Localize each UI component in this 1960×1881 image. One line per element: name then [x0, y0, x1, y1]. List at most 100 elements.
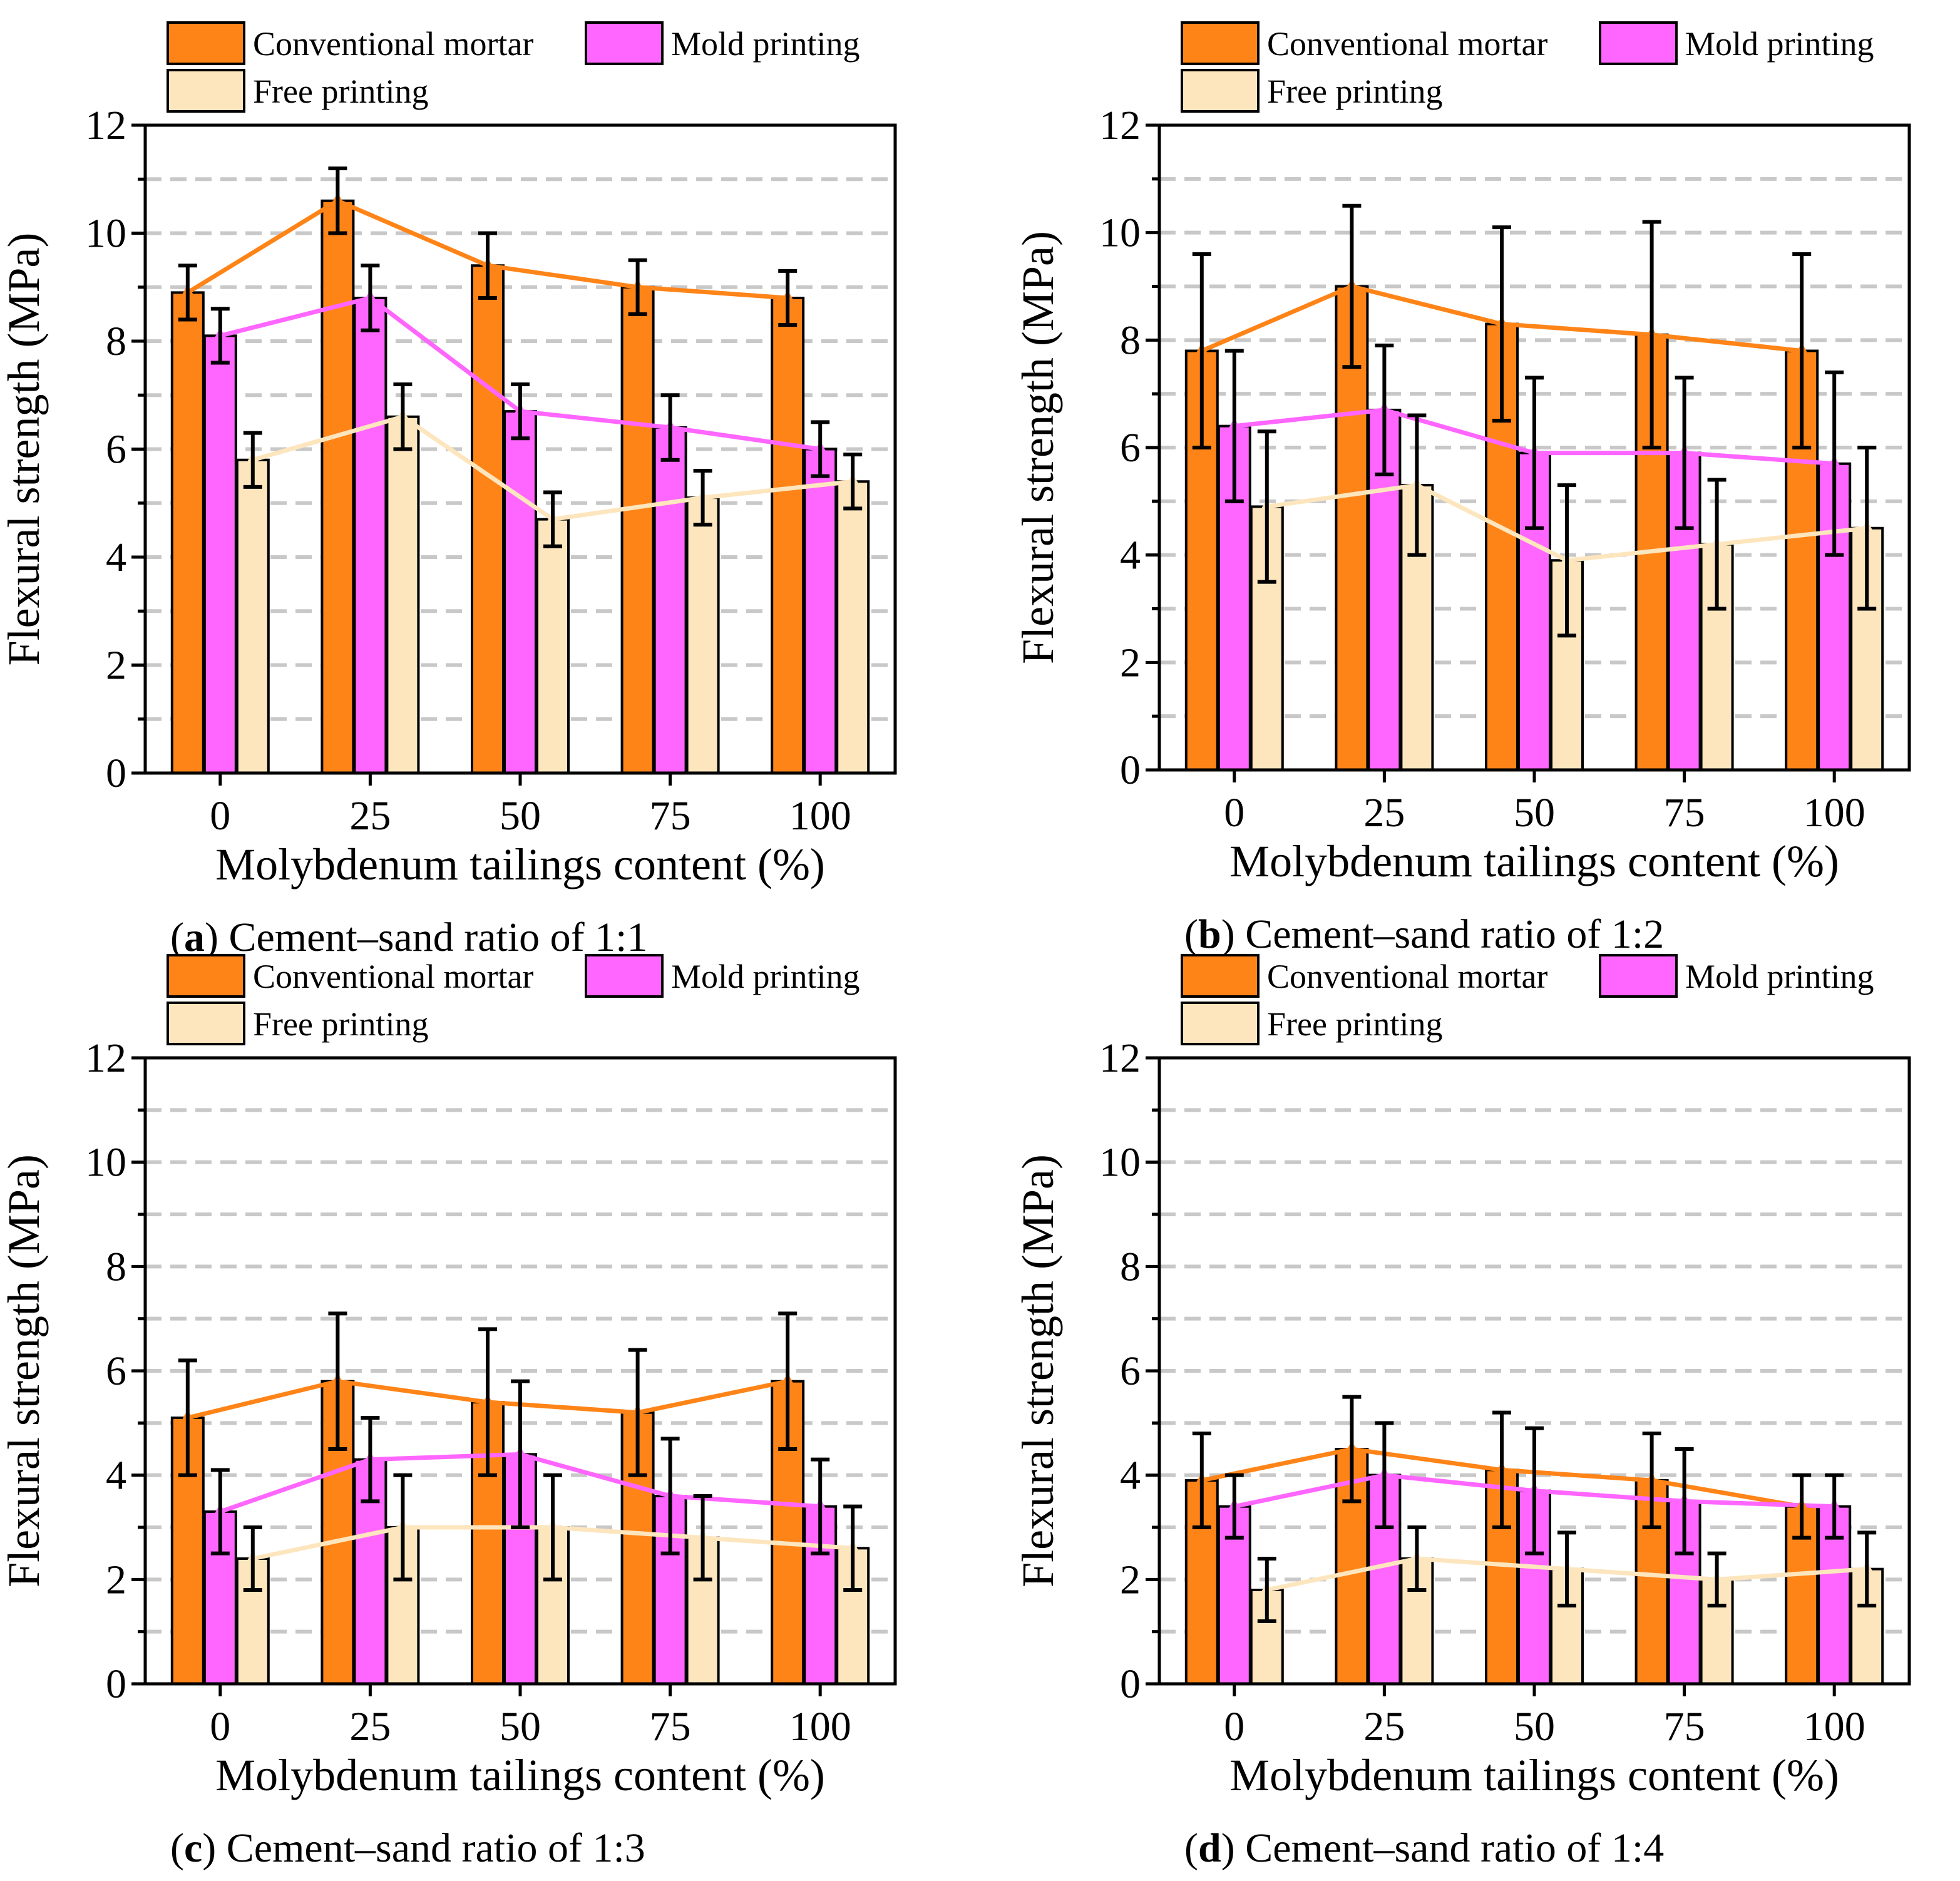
error-bar-free-printing-25	[393, 382, 413, 451]
bar-mold-printing-0	[203, 334, 237, 774]
y-tick-label: 6	[106, 1348, 126, 1394]
y-axis: 0 2 4 6 8 10 12 Flexural strength (MPa)	[0, 1035, 145, 1707]
x-tick-label: 0	[1224, 790, 1244, 836]
x-tick-label: 100	[789, 793, 851, 839]
error-bar-free-printing-0	[1257, 1557, 1276, 1623]
y-tick-label: 4	[106, 535, 126, 580]
panel-caption: (d) Cement–sand ratio of 1:4	[1184, 1825, 1664, 1871]
error-bar-free-printing-25	[393, 1473, 413, 1582]
y-tick-label: 4	[1120, 1453, 1141, 1499]
x-tick-label: 50	[1514, 1704, 1555, 1750]
x-axis-title: Molybdenum tailings content (%)	[1229, 1750, 1839, 1800]
panel-caption: (c) Cement–sand ratio of 1:3	[170, 1825, 645, 1871]
legend-label-mold-printing: Mold printing	[1685, 958, 1874, 995]
y-tick-label: 2	[106, 643, 126, 689]
error-bar-conventional-mortar-50	[1492, 225, 1511, 423]
bar-free-printing-25	[386, 415, 420, 774]
x-axis-title: Molybdenum tailings content (%)	[215, 1750, 825, 1800]
y-tick-label: 6	[106, 427, 126, 473]
y-tick-label: 2	[1120, 1557, 1141, 1602]
error-bar-free-printing-50	[1557, 483, 1576, 638]
legend-swatch-free-printing	[167, 1002, 245, 1045]
x-tick-label: 75	[1664, 1704, 1705, 1750]
y-tick-label: 10	[85, 1140, 126, 1186]
x-tick-label: 50	[500, 1704, 541, 1750]
bar-free-printing-100	[836, 480, 870, 774]
error-bars	[1192, 203, 1877, 638]
legend: Conventional mortar Mold printing Free pri…	[1181, 954, 1874, 1045]
error-bar-mold-printing-25	[361, 1416, 380, 1504]
legend-label-free-printing: Free printing	[253, 73, 428, 110]
bar-conventional-mortar-100	[771, 297, 805, 774]
error-bar-mold-printing-100	[811, 1457, 830, 1556]
error-bar-mold-printing-25	[1375, 343, 1394, 476]
x-tick-label: 25	[1363, 790, 1405, 836]
x-tick-label: 0	[210, 1704, 230, 1750]
error-bar-free-printing-100	[843, 1504, 863, 1592]
x-axis-title: Molybdenum tailings content (%)	[215, 839, 825, 889]
x-tick-label: 100	[1804, 790, 1865, 836]
error-bar-conventional-mortar-25	[328, 167, 347, 235]
y-tick-label: 10	[1099, 1140, 1141, 1186]
error-bar-free-printing-100	[843, 453, 863, 511]
error-bar-conventional-mortar-50	[1492, 1410, 1511, 1529]
legend-label-conventional-mortar: Conventional mortar	[253, 25, 533, 63]
error-bar-mold-printing-0	[210, 1468, 230, 1556]
bar-mold-printing-75	[653, 426, 687, 774]
y-axis-title: Flexural strength (MPa)	[1013, 1154, 1063, 1587]
error-bar-conventional-mortar-75	[1642, 1432, 1661, 1529]
x-tick-label: 25	[349, 793, 391, 839]
error-bar-free-printing-50	[1557, 1530, 1576, 1607]
legend-swatch-conventional-mortar	[167, 21, 245, 65]
legend-label-free-printing: Free printing	[1267, 1005, 1442, 1043]
error-bar-mold-printing-100	[811, 420, 830, 478]
panel-caption-text: Cement–sand ratio of 1:3	[227, 1825, 645, 1871]
y-tick-label: 0	[106, 1661, 126, 1707]
y-tick-label: 2	[106, 1557, 126, 1602]
y-tick-label: 8	[106, 1244, 126, 1289]
error-bar-mold-printing-100	[1825, 370, 1844, 557]
error-bar-mold-printing-75	[1675, 1447, 1694, 1556]
error-bars	[1192, 1395, 1877, 1623]
error-bar-free-printing-0	[1257, 429, 1276, 584]
legend-label-free-printing: Free printing	[253, 1005, 428, 1043]
bar-free-printing-100	[836, 1547, 870, 1685]
error-bar-mold-printing-50	[511, 382, 530, 441]
y-tick-label: 0	[106, 751, 126, 796]
x-axis-title: Molybdenum tailings content (%)	[1229, 836, 1839, 886]
bar-free-printing-50	[536, 518, 570, 774]
legend-label-mold-printing: Mold printing	[1685, 25, 1874, 63]
error-bar-mold-printing-50	[511, 1379, 530, 1529]
y-axis-title: Flexural strength (MPa)	[1013, 231, 1063, 664]
error-bar-mold-printing-0	[1224, 349, 1244, 503]
error-bar-conventional-mortar-100	[778, 1311, 798, 1451]
chart-panel-c: Conventional mortar Mold printing Free pri…	[0, 954, 897, 1871]
panel-label: b	[1198, 911, 1221, 957]
legend-swatch-free-printing	[1181, 69, 1260, 113]
y-axis: 0 2 4 6 8 10 12 Flexural strength (MPa)	[1013, 1035, 1159, 1707]
y-axis-title: Flexural strength (MPa)	[0, 1154, 49, 1587]
panel-label: d	[1198, 1825, 1221, 1871]
error-bar-conventional-mortar-100	[1792, 252, 1812, 449]
error-bar-mold-printing-75	[660, 393, 680, 462]
error-bars	[178, 167, 863, 548]
x-tick-label: 25	[349, 1704, 391, 1750]
legend: Conventional mortar Mold printing Free pri…	[167, 954, 860, 1045]
error-bar-free-printing-75	[693, 469, 712, 527]
error-bar-free-printing-100	[1857, 446, 1877, 611]
error-bar-free-printing-0	[243, 1525, 262, 1592]
y-tick-label: 12	[85, 103, 126, 148]
error-bar-mold-printing-0	[1224, 1473, 1244, 1540]
bar-mold-printing-0	[1217, 1505, 1251, 1686]
bar-conventional-mortar-25	[321, 199, 355, 774]
legend-swatch-mold-printing	[585, 954, 664, 998]
legend-swatch-conventional-mortar	[1181, 954, 1260, 998]
y-axis: 0 2 4 6 8 10 12 Flexural strength (MPa)	[1013, 103, 1159, 793]
error-bar-free-printing-100	[1857, 1530, 1877, 1607]
error-bar-mold-printing-25	[1375, 1421, 1394, 1529]
bar-free-printing-75	[685, 496, 720, 774]
